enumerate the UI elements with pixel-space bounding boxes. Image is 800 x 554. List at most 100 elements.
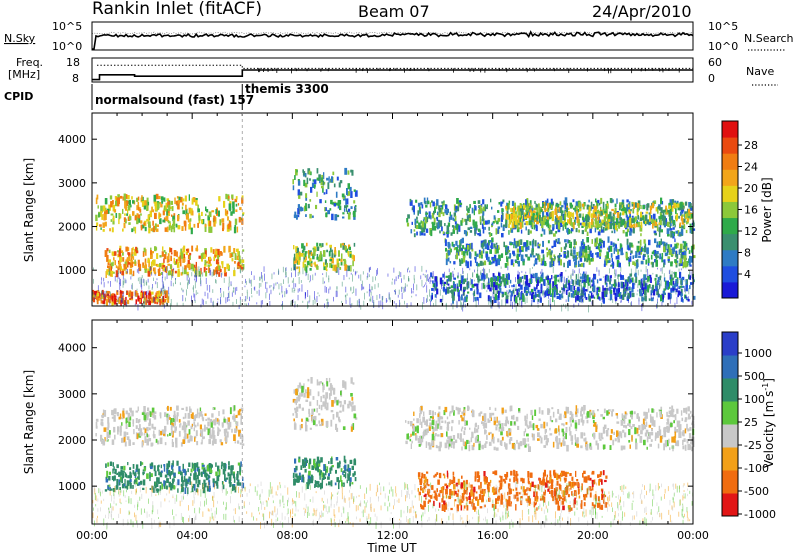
data-cell-s1 [119,476,122,483]
data-cell-s0 [225,436,228,443]
data-cell-s0 [126,436,130,440]
freq-tick-top: 18 [66,56,80,69]
ground-scatter-cell [210,297,212,303]
data-cell-s7 [481,272,484,280]
data-cell-s5 [427,200,430,205]
ground-scatter-cell [239,296,241,300]
data-cell-s6 [488,260,492,265]
data-cell-s7 [498,278,501,283]
data-cell-s6 [532,255,536,258]
data-cell-s5 [555,202,558,207]
ground-scatter-cell [457,272,459,278]
data-cell-s8 [508,224,510,228]
ground-scatter-cell [637,289,639,292]
data-cell-s3 [320,482,322,490]
data-cell-s1 [207,260,209,264]
data-cell-s0 [195,199,198,206]
data-cell-s0 [229,206,232,212]
data-cell-s1 [181,476,184,482]
ground-scatter-cell [544,291,546,294]
data-cell-s2 [303,383,305,390]
data-cell-s6 [595,237,599,244]
data-cell-s1 [180,473,183,476]
data-cell-s5 [669,228,673,231]
data-cell-s7 [432,280,434,284]
data-cell-s5 [618,208,621,211]
data-cell-s0 [187,439,191,443]
data-cell-s6 [520,239,523,245]
data-cell-s2 [101,294,104,299]
data-cell-s7 [662,290,665,295]
data-cell-s1 [237,261,240,266]
freq-label-top: Freq. [16,56,43,69]
data-cell-s8 [544,209,547,213]
ground-scatter-cell [540,271,541,274]
data-cell-s0 [229,225,231,231]
data-cell-s6 [495,259,498,267]
data-cell-s2 [300,424,303,429]
data-cell-s1 [198,479,201,485]
data-cell-s4 [329,244,332,248]
data-cell-s3 [337,200,341,206]
data-cell-s1 [135,468,138,472]
data-cell-s3 [338,480,340,483]
ground-scatter-cell [392,278,393,281]
data-cell-s6 [663,246,666,252]
data-cell-s7 [453,288,456,292]
data-cell-s4 [349,251,352,254]
data-cell-s0 [153,225,156,233]
data-cell-s5 [522,215,525,221]
data-cell-s4 [317,265,319,270]
data-cell-s6 [512,252,515,255]
ground-scatter-cell [228,276,230,284]
data-cell-s5 [418,222,421,229]
ground-scatter-cell [370,289,372,293]
data-cell-s8 [507,203,509,210]
ground-scatter-cell [612,299,614,303]
data-cell-s0 [144,200,147,206]
data-cell-s0 [240,407,244,411]
data-cell-s1 [120,250,124,253]
data-cell-s6 [617,249,620,255]
ground-scatter-cell [362,286,364,290]
data-cell-s0 [129,413,131,418]
data-cell-s1 [168,483,172,488]
data-cell-s0 [184,195,187,202]
data-cell-s2 [340,401,342,407]
data-cell-s7 [499,276,503,280]
ground-scatter-cell [322,273,324,275]
data-cell-s7 [453,277,456,280]
data-cell-s1 [216,266,218,272]
data-cell-s5 [594,225,597,233]
data-cell-s1 [117,267,120,270]
ground-scatter-cell [473,296,475,300]
data-cell-s5 [502,199,505,203]
data-cell-s2 [296,406,299,412]
data-cell-s2 [336,427,339,432]
ground-scatter-cell [478,299,479,305]
ground-scatter-cell [467,273,468,280]
data-cell-s0 [209,220,212,227]
data-cell-s6 [660,238,662,246]
ground-scatter-cell [306,272,308,276]
ground-scatter-cell [540,284,542,289]
data-cell-s6 [568,243,572,248]
ground-scatter-cell [373,300,375,308]
ground-scatter-cell [290,303,292,306]
data-cell-s5 [448,216,451,223]
ground-scatter-cell [140,284,142,288]
data-cell-s7 [471,279,473,285]
data-cell-s1 [232,472,235,479]
ground-scatter-cell [143,291,144,298]
data-cell-s0 [162,210,165,216]
data-cell-s6 [678,249,681,255]
data-cell-s8 [522,208,524,216]
ground-scatter-cell [291,280,293,283]
data-cell-s8 [570,204,574,208]
ground-scatter-cell [263,266,265,272]
data-cell-s0 [189,406,191,410]
data-cell-s5 [431,200,433,203]
ground-scatter-cell [297,272,299,276]
ground-scatter-cell [626,291,628,295]
ground-scatter-cell [304,292,306,300]
